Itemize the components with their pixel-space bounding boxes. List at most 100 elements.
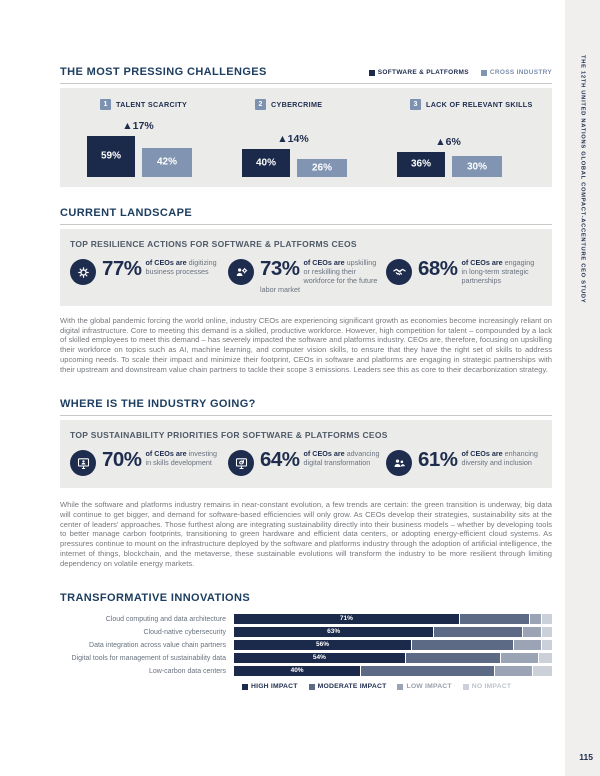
chart-category-label: Data integration across value chain part… [89, 641, 226, 649]
stat-item: 68% of CEOs are engaging in long-term str… [386, 258, 544, 294]
section-title-current-landscape: CURRENT LANDSCAPE [60, 207, 193, 219]
segment-low-impact [523, 627, 543, 638]
challenge-bars: ▲14% 40% 26% [242, 110, 347, 177]
legend-label: HIGH IMPACT [251, 683, 298, 691]
cross-industry-value: 26% [311, 162, 332, 174]
rank-badge: 3 [410, 99, 421, 110]
rank-badge: 2 [255, 99, 266, 110]
chart-rows: Cloud computing and data architecture 71%… [60, 614, 552, 677]
challenges-panel: 1 TALENT SCARCITY ▲17% 59% 42% 2 CYBERCRIME ▲14… [60, 88, 552, 187]
legend-swatch-icon [397, 683, 404, 690]
handshake-icon [386, 259, 412, 285]
upskill-icon [228, 259, 254, 285]
resilience-stats-row: 77% of CEOs are digitizing business proce… [70, 258, 544, 294]
segment-low-impact [513, 640, 543, 651]
legend-swatch-icon [480, 69, 487, 76]
chart-legend-item: MODERATE IMPACT [308, 683, 387, 691]
challenge-head: 1 TALENT SCARCITY [100, 99, 242, 110]
chart-bar-track: 63% [234, 627, 552, 638]
cross-industry-bar: 26% [297, 158, 347, 177]
challenge-label: TALENT SCARCITY [116, 100, 188, 109]
stat-text: 77% of CEOs are digitizing business proce… [102, 257, 217, 280]
stat-item: 70% of CEOs are investing in skills devel… [70, 448, 228, 477]
challenge-head: 2 CYBERCRIME [255, 99, 397, 110]
stat-text: 68% of CEOs are engaging in long-term str… [418, 257, 535, 285]
segment-no-impact [542, 614, 552, 625]
chart-row: Cloud-native cybersecurity 63% [60, 627, 552, 638]
legend-swatch-icon [368, 69, 375, 76]
cross-industry-bar: 30% [452, 156, 502, 177]
segment-moderate-impact [459, 614, 530, 625]
chart-bar-track: 54% [234, 653, 552, 664]
stat-value: 64% [260, 448, 300, 472]
segment-moderate-impact [405, 653, 502, 664]
legend-label: MODERATE IMPACT [317, 683, 387, 691]
segment-high-impact: 71% [234, 614, 460, 625]
chart-category-label: Digital tools for management of sustaina… [71, 654, 226, 662]
cross-industry-value: 30% [466, 161, 487, 172]
stat-text: 73% of CEOs are upskilling or reskilling … [260, 257, 378, 294]
software-platforms-bar: 36% [397, 151, 445, 177]
challenges-header: THE MOST PRESSING CHALLENGES SOFTWARE & … [60, 66, 552, 78]
challenge-item: 2 CYBERCRIME ▲14% 40% 26% [242, 99, 397, 177]
stat-item: 61% of CEOs are enhancing diversity and i… [386, 448, 544, 477]
stat-item: 77% of CEOs are digitizing business proce… [70, 258, 228, 294]
delta-label: ▲6% [435, 135, 461, 148]
report-side-title: THE 12TH UNITED NATIONS GLOBAL COMPACT-A… [579, 55, 586, 304]
divider [60, 224, 552, 225]
delta-label: ▲14% [277, 133, 309, 145]
software-platforms-bar: 40% [242, 149, 290, 177]
chart-category-label: Cloud computing and data architecture [105, 615, 226, 623]
stat-value: 77% [102, 257, 142, 280]
legend-item-software-platforms: SOFTWARE & PLATFORMS [368, 69, 469, 76]
stat-item: 73% of CEOs are upskilling or reskilling … [228, 258, 386, 294]
challenge-item: 3 LACK OF RELEVANT SKILLS ▲6% 36% 30% [397, 99, 552, 177]
rank-badge: 1 [100, 99, 111, 110]
bar-value-label: 54% [312, 654, 326, 662]
challenges-legend: SOFTWARE & PLATFORMS CROSS INDUSTRY [368, 69, 552, 78]
segment-low-impact [501, 653, 540, 664]
sustainability-panel: TOP SUSTAINABILITY PRIORITIES FOR SOFTWA… [60, 420, 552, 489]
side-strip: THE 12TH UNITED NATIONS GLOBAL COMPACT-A… [565, 0, 600, 776]
chart-row: Cloud computing and data architecture 71% [60, 614, 552, 625]
digitize-icon [70, 259, 96, 285]
challenge-head: 3 LACK OF RELEVANT SKILLS [410, 99, 552, 110]
challenge-label: CYBERCRIME [271, 100, 323, 109]
stat-value: 61% [418, 448, 458, 472]
segment-low-impact [529, 614, 543, 625]
sustainability-panel-label: TOP SUSTAINABILITY PRIORITIES FOR SOFTWA… [70, 430, 388, 441]
chart-row: Low-carbon data centers 40% [60, 666, 552, 677]
stat-value: 68% [418, 257, 458, 280]
segment-no-impact [542, 640, 552, 651]
resilience-panel: TOP RESILIENCE ACTIONS FOR SOFTWARE & PL… [60, 229, 552, 306]
bar-value-label: 56% [316, 641, 330, 649]
industry-going-paragraph: While the software and platforms industr… [60, 500, 552, 568]
chart-bar-track: 71% [234, 614, 552, 625]
legend-label: NO IMPACT [471, 683, 512, 691]
delta-label: ▲17% [122, 119, 154, 132]
segment-high-impact: 63% [234, 627, 435, 638]
segment-no-impact [532, 666, 552, 677]
legend-swatch-icon [462, 683, 469, 690]
segment-high-impact: 54% [234, 653, 406, 664]
chart-bar-track: 40% [234, 666, 552, 677]
segment-moderate-impact [361, 666, 495, 677]
stat-text: 61% of CEOs are enhancing diversity and i… [418, 448, 538, 472]
stat-text: 64% of CEOs are advancing digital transfo… [260, 448, 380, 472]
page-number: 115 [579, 752, 593, 762]
stat-value: 73% [260, 257, 300, 280]
legend-swatch-icon [242, 683, 248, 690]
software-platforms-value: 59% [100, 150, 121, 162]
stat-item: 64% of CEOs are advancing digital transfo… [228, 448, 386, 477]
segment-moderate-impact [434, 627, 524, 638]
segment-low-impact [494, 666, 533, 677]
bar-value-label: 63% [327, 628, 341, 636]
legend-item-cross-industry: CROSS INDUSTRY [480, 69, 552, 76]
stat-text: 70% of CEOs are investing in skills devel… [102, 448, 218, 472]
challenge-bars: ▲17% 59% 42% [87, 110, 192, 177]
software-platforms-value: 36% [410, 158, 431, 170]
segment-no-impact [542, 627, 552, 638]
chart-legend-item: LOW IMPACT [397, 683, 452, 690]
software-platforms-bar: 59% [87, 135, 135, 177]
